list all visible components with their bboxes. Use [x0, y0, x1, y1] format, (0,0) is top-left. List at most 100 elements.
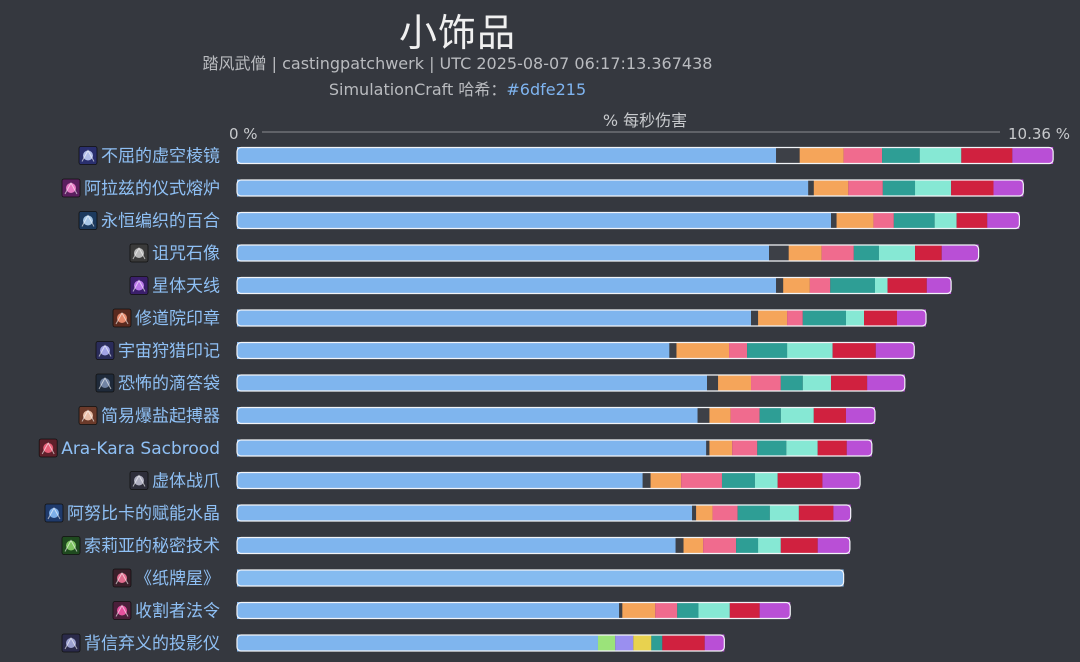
bar-segment	[237, 147, 777, 164]
category-label[interactable]: 索莉亚的秘密技术	[84, 537, 220, 557]
bar-segment	[754, 472, 778, 489]
bar-row[interactable]: 《纸牌屋》	[112, 568, 845, 589]
category-label[interactable]: 收割者法令	[135, 602, 220, 622]
bar-segment	[709, 439, 733, 457]
bar-segment	[642, 472, 651, 489]
bar-segment	[893, 212, 935, 229]
bar-outline	[236, 309, 927, 327]
bar-segment	[780, 407, 814, 424]
bar-segment	[651, 634, 663, 652]
category-label[interactable]: Ara-Kara Sacbrood	[61, 439, 220, 459]
category-label[interactable]: 宇宙狩猎印记	[118, 342, 220, 362]
bar-segment	[848, 179, 883, 197]
bar-segment	[237, 277, 777, 294]
bar-segment	[769, 244, 789, 262]
bar-segment	[951, 179, 994, 197]
bar-row[interactable]: 修道院印章	[112, 308, 927, 329]
cursed-statue-icon	[129, 243, 149, 263]
bar-segment	[759, 602, 791, 619]
bar-row[interactable]: 虚体战爪	[129, 471, 861, 492]
bar-segment	[830, 277, 876, 294]
bar-row[interactable]: 不屈的虚空棱镜	[78, 146, 1054, 167]
bar-segment	[875, 277, 888, 294]
bar-row[interactable]: 阿努比卡的赋能水晶	[44, 503, 852, 524]
category-label[interactable]: 阿拉兹的仪式熔炉	[84, 179, 220, 199]
bar-segment	[813, 407, 846, 424]
bar-segment	[993, 179, 1024, 197]
hash-link[interactable]: #6dfe215	[506, 80, 587, 99]
bar-segment	[237, 537, 676, 554]
category-label[interactable]: 星体天线	[152, 277, 220, 297]
bar-segment	[703, 537, 737, 554]
bar-outline	[236, 504, 852, 522]
category-label[interactable]: 恐怖的滴答袋	[118, 374, 220, 394]
bar-segment	[683, 537, 704, 554]
category-label[interactable]: 修道院印章	[135, 309, 220, 329]
bar-segment	[721, 472, 755, 489]
bar-segment	[853, 244, 879, 262]
bar-outline	[236, 374, 906, 392]
bar-row[interactable]: 索莉亚的秘密技术	[61, 536, 851, 557]
category-label[interactable]: 《纸牌屋》	[135, 569, 220, 589]
bar-row[interactable]: 星体天线	[129, 276, 952, 297]
bar-segment	[706, 439, 710, 457]
bar-row[interactable]: 恐怖的滴答袋	[95, 373, 906, 394]
bar-segment	[675, 537, 684, 554]
bar-row[interactable]: Ara-Kara Sacbrood	[38, 438, 873, 459]
bar-segment	[873, 212, 894, 229]
category-label[interactable]: 不屈的虚空棱镜	[101, 147, 220, 167]
bar-segment	[787, 309, 803, 327]
category-label[interactable]: 背信弃义的投影仪	[84, 634, 220, 654]
bar-segment	[692, 504, 697, 522]
bar-row[interactable]: 诅咒石像	[129, 243, 980, 264]
bar-outline	[236, 601, 791, 620]
bar-segment	[707, 374, 719, 392]
bar-segment	[758, 309, 788, 327]
bar-segment	[237, 634, 598, 652]
category-label[interactable]: 简易爆盐起搏器	[101, 407, 220, 427]
bar-segment	[597, 634, 616, 652]
bar-segment	[237, 602, 620, 619]
bar-segment	[783, 277, 810, 294]
bar-segment	[802, 309, 846, 327]
bar-row[interactable]: 宇宙狩猎印记	[95, 341, 915, 362]
bar-segment	[751, 374, 781, 392]
bar-segment	[813, 179, 849, 197]
bar-segment	[956, 212, 988, 229]
bar-row[interactable]: 阿拉兹的仪式熔炉	[61, 178, 1024, 199]
bar-outline	[236, 179, 1024, 197]
bar-segment	[896, 309, 927, 327]
bar-segment	[729, 342, 748, 359]
bar-outline	[236, 569, 845, 587]
ticking-bag-icon	[95, 373, 115, 393]
bar-segment	[718, 374, 752, 392]
bar-outline	[236, 276, 952, 295]
bar-segment	[831, 212, 837, 229]
bar-segment	[747, 342, 788, 359]
bar-row[interactable]: 背信弃义的投影仪	[61, 633, 725, 654]
category-label[interactable]: 永恒编织的百合	[101, 212, 220, 232]
bar-segment	[633, 634, 652, 652]
bar-segment	[759, 407, 781, 424]
bar-row[interactable]: 永恒编织的百合	[78, 211, 1020, 232]
bar-segment	[843, 147, 883, 164]
bar-segment	[751, 309, 759, 327]
bar-segment	[237, 407, 698, 424]
bar-segment	[709, 407, 731, 424]
bar-segment	[729, 602, 760, 619]
bar-segment	[832, 342, 876, 359]
category-label[interactable]: 诅咒石像	[152, 244, 220, 264]
hash-label: SimulationCraft 哈希：	[328, 80, 507, 99]
bar-outline	[236, 244, 980, 262]
bar-segment	[237, 342, 670, 359]
bar-segment	[757, 439, 787, 457]
category-label[interactable]: 阿努比卡的赋能水晶	[67, 504, 220, 524]
bar-segment	[833, 504, 851, 522]
bar-segment	[237, 374, 708, 392]
bar-row[interactable]: 收割者法令	[112, 601, 791, 622]
projector-icon	[61, 633, 81, 653]
bar-outline	[236, 406, 876, 425]
category-label[interactable]: 虚体战爪	[152, 472, 220, 492]
bar-segment	[817, 439, 847, 457]
bar-row[interactable]: 简易爆盐起搏器	[78, 406, 876, 427]
